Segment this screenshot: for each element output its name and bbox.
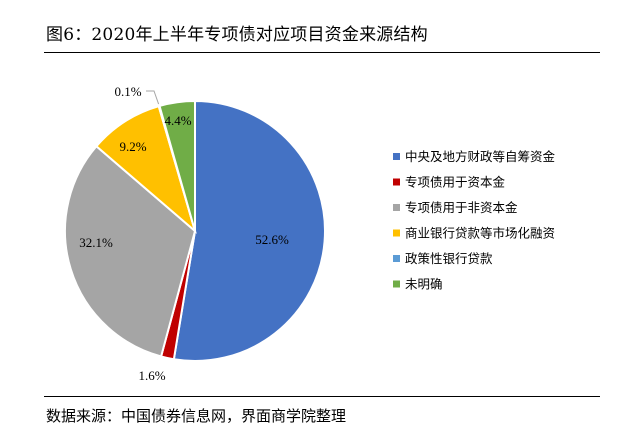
legend-label-6: 未明确 bbox=[405, 277, 443, 292]
legend-label-5: 政策性银行贷款 bbox=[405, 251, 493, 266]
chart-title: 图6：2020年上半年专项债对应项目资金来源结构 bbox=[46, 25, 428, 45]
slice-label-3: 32.1% bbox=[79, 235, 113, 250]
legend-swatch-6 bbox=[393, 280, 400, 288]
slice-label-4: 9.2% bbox=[119, 139, 146, 154]
pie-slice-6 bbox=[158, 99, 196, 232]
slice-label-1: 52.6% bbox=[255, 232, 289, 247]
pie-slices bbox=[64, 99, 326, 362]
legend-label-3: 专项债用于非资本金 bbox=[405, 200, 518, 215]
legend: 中央及地方财政等自筹资金专项债用于资本金专项债用于非资本金商业银行贷款等市场化融… bbox=[393, 149, 556, 292]
slice-label-5: 0.1% bbox=[114, 84, 141, 99]
source-note: 数据来源：中国债券信息网，界面商学院整理 bbox=[46, 407, 347, 425]
legend-swatch-1 bbox=[393, 153, 400, 160]
legend-label-1: 中央及地方财政等自筹资金 bbox=[405, 149, 556, 164]
legend-label-4: 商业银行贷款等市场化融资 bbox=[405, 226, 555, 241]
pie-slice-1 bbox=[172, 99, 326, 362]
legend-swatch-2 bbox=[393, 178, 400, 186]
legend-swatch-5 bbox=[393, 255, 400, 262]
leader-line-5 bbox=[146, 90, 160, 105]
slice-label-2: 1.6% bbox=[138, 368, 165, 383]
bottom-divider bbox=[44, 396, 600, 397]
legend-label-2: 专项债用于资本金 bbox=[405, 175, 506, 190]
legend-swatch-4 bbox=[393, 229, 400, 237]
pie-labels: 52.6% 1.6% 32.1% 9.2% 0.1% 4.4% bbox=[79, 84, 289, 383]
legend-swatch-3 bbox=[393, 204, 400, 211]
top-divider bbox=[44, 52, 600, 53]
slice-label-6: 4.4% bbox=[164, 113, 191, 128]
pie-slice-3 bbox=[64, 144, 197, 358]
